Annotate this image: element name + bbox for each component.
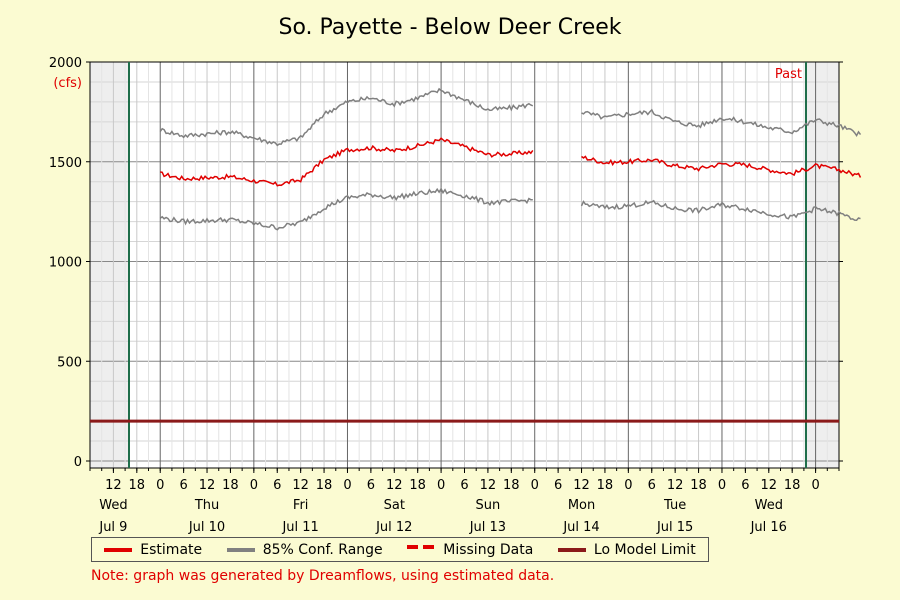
conf-upper-line [159,87,534,147]
x-tick-label: 0 [156,478,164,493]
day-label: Thu [194,498,219,513]
conf-lower-line [580,199,861,221]
lo-limit-swatch [557,547,586,552]
day-label: Wed [99,498,127,513]
x-tick-label: 6 [273,478,281,493]
date-label: Jul 12 [375,520,412,535]
day-label: Sat [384,498,405,513]
x-tick-label: 0 [250,478,258,493]
x-tick-label: 18 [503,478,520,493]
footer-note: Note: graph was generated by Dreamflows,… [91,568,555,584]
estimate-swatch [104,547,133,552]
legend-lo-model-limit-label: Lo Model Limit [593,541,696,558]
legend-missing-data: Missing Data [407,542,533,558]
shaded-right-region [806,62,839,468]
y-tick-label: 1500 [49,156,82,171]
x-tick-label: 12 [761,478,778,493]
x-tick-label: 12 [667,478,684,493]
x-tick-label: 12 [386,478,403,493]
date-label: Jul 9 [98,520,127,535]
x-tick-label: 6 [460,478,468,493]
x-tick-label: 18 [690,478,707,493]
x-tick-label: 0 [624,478,632,493]
x-tick-label: 0 [531,478,539,493]
past-label: Past [775,67,802,82]
date-label: Jul 15 [656,520,693,535]
estimate-line [581,155,862,178]
conf-lower-line [159,187,533,231]
x-tick-label: 6 [648,478,656,493]
legend-conf-range-label: 85% Conf. Range [262,541,383,558]
day-label: Sun [476,498,501,513]
y-tick-label: 500 [57,355,82,370]
conf-range-swatch [226,547,255,552]
x-tick-label: 12 [480,478,497,493]
x-tick-label: 18 [129,478,146,493]
day-label: Mon [568,498,595,513]
date-label: Jul 13 [469,520,506,535]
date-label: Jul 10 [188,520,225,535]
day-label: Fri [293,498,309,513]
x-tick-label: 18 [784,478,801,493]
x-tick-label: 18 [409,478,426,493]
shaded-left-region [90,62,129,468]
y-tick-label: 1000 [49,256,82,271]
day-label: Wed [755,498,783,513]
x-tick-label: 6 [741,478,749,493]
estimate-line [160,137,534,187]
date-label: Jul 11 [281,520,318,535]
legend: Estimate 85% Conf. Range Missing Data Lo… [91,537,709,562]
y-unit-label: (cfs) [53,76,82,91]
x-tick-label: 6 [554,478,562,493]
legend-missing-data-label: Missing Data [443,541,534,558]
x-tick-label: 0 [437,478,445,493]
chart-title: So. Payette - Below Deer Creek [278,15,621,40]
x-tick-label: 12 [105,478,122,493]
legend-lo-model-limit: Lo Model Limit [557,541,696,558]
y-tick-label: 2000 [49,56,82,71]
x-tick-label: 0 [811,478,819,493]
x-tick-label: 0 [718,478,726,493]
conf-upper-line [581,108,862,138]
x-tick-label: 18 [597,478,614,493]
x-tick-label: 12 [573,478,590,493]
x-tick-label: 12 [292,478,309,493]
legend-estimate: Estimate [104,542,202,558]
y-tick-label: 0 [74,455,82,470]
date-label: Jul 16 [750,520,787,535]
x-tick-label: 18 [222,478,239,493]
x-tick-label: 18 [316,478,333,493]
day-label: Tue [663,498,686,513]
legend-conf-range: 85% Conf. Range [226,541,383,558]
x-tick-label: 0 [343,478,351,493]
missing-data-swatch [407,544,436,549]
x-tick-label: 12 [199,478,216,493]
legend-estimate-label: Estimate [140,541,203,558]
date-label: Jul 14 [562,520,599,535]
x-tick-label: 6 [179,478,187,493]
x-tick-label: 6 [367,478,375,493]
